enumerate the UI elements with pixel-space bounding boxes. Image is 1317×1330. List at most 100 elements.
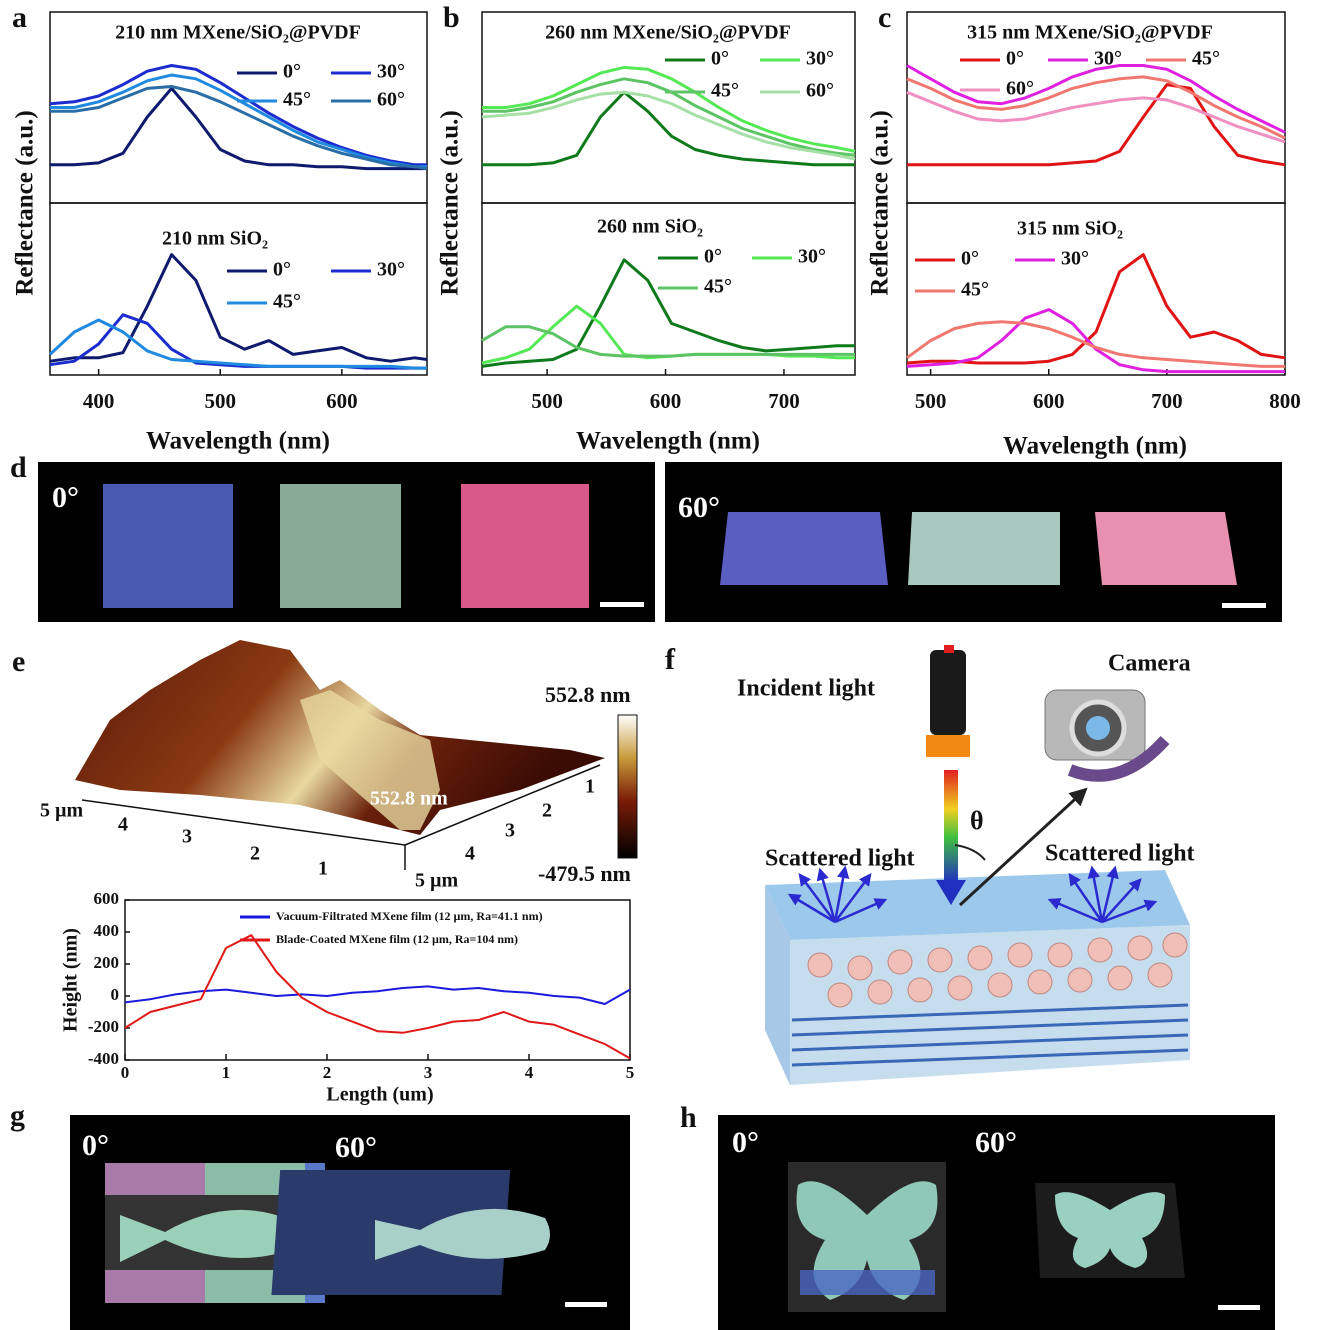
legend-label: 30°: [1061, 248, 1089, 270]
x-tick-label: 500: [531, 389, 563, 413]
x-tick-label: 600: [650, 389, 682, 413]
legend-label: 0°: [704, 246, 722, 268]
x-tick-label: 600: [326, 389, 358, 413]
legend-label: 0°: [273, 259, 291, 281]
angle-label: 0°: [82, 1129, 109, 1162]
x-tick-label: 500: [205, 389, 237, 413]
x-axis-label: Wavelength (nm): [576, 428, 760, 455]
x-tick-label: 1: [222, 1063, 231, 1082]
legend-label: 45°: [283, 89, 311, 111]
y-axis-label: Reflectance (a.u.): [12, 110, 39, 295]
x-axis-label: Wavelength (nm): [1003, 433, 1187, 460]
x-tick-label: 5: [626, 1063, 635, 1082]
data-line: [907, 77, 1285, 138]
afm-tick: 2: [542, 800, 552, 822]
afm-tick: 1: [585, 776, 595, 798]
panel-label: a: [12, 1, 27, 34]
data-line: [482, 79, 855, 156]
y-tick-label: 0: [111, 985, 120, 1004]
y-tick-label: 200: [94, 953, 120, 972]
legend-label: 60°: [806, 80, 834, 102]
angle-label: 60°: [678, 491, 720, 524]
diagram-label: θ: [970, 806, 984, 835]
panel-label: h: [680, 1101, 697, 1134]
x-tick-label: 700: [768, 389, 800, 413]
data-line: [125, 986, 630, 1004]
data-line: [482, 260, 855, 367]
angle-label: 60°: [335, 1131, 377, 1164]
legend-label: 60°: [377, 89, 405, 111]
data-line: [50, 75, 427, 167]
panel-title: 260 nm MXene/SiO₂@PVDF: [545, 22, 791, 44]
legend-label: 30°: [377, 259, 405, 281]
legend-label: 30°: [377, 61, 405, 83]
data-line: [907, 310, 1285, 372]
y-axis-label: Reflectance (a.u.): [437, 110, 464, 295]
x-axis-label: Wavelength (nm): [146, 428, 330, 455]
panel-label: c: [878, 1, 891, 34]
x-tick-label: 700: [1151, 389, 1183, 413]
x-tick-label: 4: [525, 1063, 534, 1082]
colorbar-max: 552.8 nm: [545, 682, 631, 707]
legend-label: 45°: [711, 80, 739, 102]
x-tick-label: 800: [1269, 389, 1301, 413]
y-tick-label: 600: [94, 889, 120, 908]
legend-label: 0°: [961, 248, 979, 270]
legend-label: 0°: [283, 61, 301, 83]
legend-label: 45°: [273, 291, 301, 313]
y-axis-label: Height (nm): [60, 928, 82, 1032]
x-tick-label: 400: [83, 389, 115, 413]
x-tick-label: 500: [915, 389, 947, 413]
y-tick-label: 400: [94, 921, 120, 940]
afm-tick: 1: [318, 858, 328, 880]
afm-tick: 4: [118, 814, 128, 836]
afm-surface: [75, 640, 637, 870]
legend-label: Vacuum-Filtrated MXene film (12 µm, Ra=4…: [276, 909, 543, 923]
legend-label: 30°: [1094, 48, 1122, 70]
diagram-label: Incident light: [737, 676, 875, 702]
afm-tick: 4: [465, 843, 475, 865]
panel-title: 210 nm SiO₂: [162, 228, 268, 250]
panel-label: f: [665, 643, 676, 676]
diagram-label: Scattered light: [1045, 841, 1195, 867]
diagram-label: Camera: [1108, 651, 1191, 677]
photo-d: [38, 462, 1282, 622]
panel-label: e: [12, 645, 25, 678]
plot-frame: [125, 900, 630, 1060]
afm-tick: 5 µm: [415, 870, 459, 892]
angle-label: 60°: [975, 1126, 1017, 1159]
colorbar-min: -479.5 nm: [538, 861, 631, 886]
legend-label: 30°: [798, 246, 826, 268]
legend-label: 45°: [961, 279, 989, 301]
y-tick-label: -200: [88, 1017, 119, 1036]
panel-title: 315 nm MXene/SiO₂@PVDF: [967, 22, 1213, 44]
angle-label: 0°: [732, 1126, 759, 1159]
panel-label: g: [10, 1099, 25, 1132]
panel-label: b: [443, 1, 460, 34]
afm-tick: 3: [505, 820, 515, 842]
legend-label: 45°: [704, 276, 732, 298]
x-tick-label: 3: [424, 1063, 433, 1082]
legend-label: 0°: [1006, 48, 1024, 70]
afm-overlay: 552.8 nm: [370, 788, 448, 810]
x-tick-label: 0: [121, 1063, 130, 1082]
data-line: [50, 320, 427, 368]
afm-tick: 5 µm: [40, 800, 84, 822]
x-axis-label: Length (um): [326, 1084, 433, 1106]
diagram-label: Scattered light: [765, 846, 915, 872]
figure: a b c d e f g h 0° 60° 5 µm 4 3 2 1 1 2 …: [0, 0, 1317, 1330]
legend-label: 0°: [711, 48, 729, 70]
data-line: [50, 66, 427, 165]
legend-label: Blade-Coated MXene film (12 µm, Ra=104 n…: [276, 932, 518, 946]
legend-label: 60°: [1006, 78, 1034, 100]
x-tick-label: 2: [323, 1063, 332, 1082]
panel-title: 315 nm SiO₂: [1017, 218, 1123, 240]
y-axis-label: Reflectance (a.u.): [867, 110, 894, 295]
panel-title: 260 nm SiO₂: [597, 216, 703, 238]
y-tick-label: -400: [88, 1049, 119, 1068]
legend-label: 45°: [1192, 48, 1220, 70]
legend-label: 30°: [806, 48, 834, 70]
panel-label: d: [10, 451, 27, 484]
data-line: [907, 92, 1285, 142]
afm-tick: 3: [182, 826, 192, 848]
